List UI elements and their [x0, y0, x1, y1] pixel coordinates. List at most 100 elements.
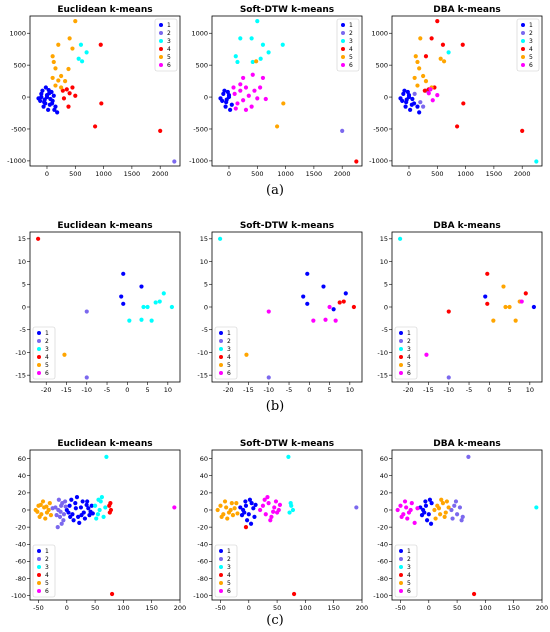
panel-7-frame — [29, 449, 181, 601]
point-cluster-1 — [248, 521, 254, 526]
point-cluster-1 — [48, 96, 53, 102]
point-cluster-4 — [66, 104, 71, 109]
y-tick-label: 10 — [18, 258, 26, 266]
point-cluster-2 — [56, 497, 61, 502]
point-cluster-1 — [43, 85, 48, 90]
point-cluster-5 — [436, 506, 442, 511]
point-cluster-4 — [485, 271, 490, 276]
point-cluster-2 — [50, 506, 55, 511]
point-cluster-6 — [277, 502, 283, 507]
legend-marker-4 — [159, 47, 163, 51]
point-cluster-1 — [223, 104, 228, 109]
legend-label-3: 3 — [45, 346, 49, 353]
point-cluster-4 — [435, 19, 440, 24]
point-cluster-3 — [157, 299, 162, 304]
point-cluster-5 — [433, 516, 438, 521]
point-cluster-5 — [215, 507, 220, 513]
legend-label-5: 5 — [227, 362, 231, 369]
x-tick-label: 10 — [526, 386, 534, 394]
point-cluster-2 — [84, 375, 89, 380]
legend-marker-2 — [521, 31, 525, 35]
legend-label-1: 1 — [349, 22, 353, 29]
point-cluster-4 — [423, 54, 429, 59]
legend-marker-6 — [37, 589, 41, 593]
point-cluster-6 — [255, 96, 260, 101]
legend-box — [154, 18, 178, 72]
point-cluster-1 — [244, 518, 250, 523]
point-cluster-1 — [38, 98, 43, 103]
legend-label-5: 5 — [45, 362, 49, 369]
legend-marker-4 — [399, 573, 403, 577]
point-cluster-1 — [403, 104, 408, 109]
x-tick-label: 5 — [327, 386, 331, 394]
point-cluster-5 — [432, 507, 437, 513]
x-tick-label: 0 — [407, 170, 411, 178]
point-cluster-2 — [457, 505, 463, 510]
point-cluster-4 — [70, 85, 75, 90]
point-cluster-6 — [241, 75, 246, 81]
point-cluster-5 — [232, 506, 237, 511]
point-cluster-3 — [84, 50, 89, 55]
point-cluster-1 — [243, 503, 249, 508]
caption-a: (a) — [266, 183, 284, 198]
point-cluster-6 — [260, 75, 266, 81]
legend-marker-4 — [37, 573, 41, 577]
point-cluster-3 — [286, 454, 291, 459]
x-tick-label: 1000 — [457, 170, 474, 178]
y-tick-label: 60 — [380, 455, 388, 463]
point-cluster-5 — [501, 284, 506, 289]
point-cluster-3 — [249, 36, 254, 41]
y-tick-label: -10 — [377, 349, 388, 357]
point-cluster-1 — [52, 107, 57, 112]
point-cluster-5 — [415, 83, 420, 88]
panel-5: Soft-DTW k-means -20 -15 -10 -5 0 5 10 -15 -10 -5 0… — [197, 221, 363, 394]
point-cluster-5 — [40, 499, 46, 504]
legend-marker-1 — [219, 549, 223, 553]
x-tick-label: -5 — [466, 386, 472, 394]
point-cluster-5 — [37, 514, 42, 519]
legend-label-4: 4 — [167, 46, 171, 53]
y-tick-label: 500 — [376, 61, 388, 69]
point-cluster-3 — [161, 291, 166, 296]
point-cluster-3 — [97, 507, 102, 513]
point-cluster-1 — [225, 89, 230, 95]
point-cluster-1 — [39, 94, 44, 100]
x-tick-label: -20 — [223, 386, 234, 394]
point-cluster-4 — [485, 301, 490, 306]
point-cluster-5 — [439, 497, 444, 502]
x-tick-label: 0 — [125, 386, 129, 394]
legend-label-1: 1 — [45, 548, 49, 555]
point-cluster-5 — [56, 78, 61, 83]
x-tick-label: -15 — [61, 386, 72, 394]
x-tick-label: 200 — [174, 604, 186, 612]
point-cluster-1 — [121, 271, 126, 276]
point-cluster-6 — [395, 507, 400, 513]
y-tick-label: 0 — [204, 303, 208, 311]
point-cluster-3 — [288, 501, 293, 506]
legend-marker-4 — [521, 47, 525, 51]
point-cluster-5 — [440, 501, 446, 506]
point-cluster-1 — [74, 495, 80, 500]
y-tick-label: 15 — [380, 235, 388, 243]
point-cluster-3 — [233, 54, 238, 59]
legend-box — [394, 544, 418, 598]
point-cluster-1 — [86, 506, 91, 511]
point-cluster-3 — [145, 304, 150, 310]
point-cluster-5 — [66, 66, 71, 72]
point-cluster-5 — [442, 514, 447, 519]
x-tick-label: 1000 — [95, 170, 112, 178]
point-cluster-5 — [46, 507, 51, 513]
legend-label-6: 6 — [45, 588, 49, 595]
point-cluster-1 — [401, 91, 406, 96]
point-cluster-2 — [172, 159, 177, 164]
legend-marker-1 — [399, 549, 403, 553]
legend-label-5: 5 — [167, 54, 171, 61]
point-cluster-5 — [443, 510, 448, 515]
point-cluster-6 — [399, 514, 404, 519]
y-tick-label: 0 — [384, 93, 388, 101]
x-tick-label: -50 — [395, 604, 406, 612]
legend-label-6: 6 — [349, 62, 353, 69]
